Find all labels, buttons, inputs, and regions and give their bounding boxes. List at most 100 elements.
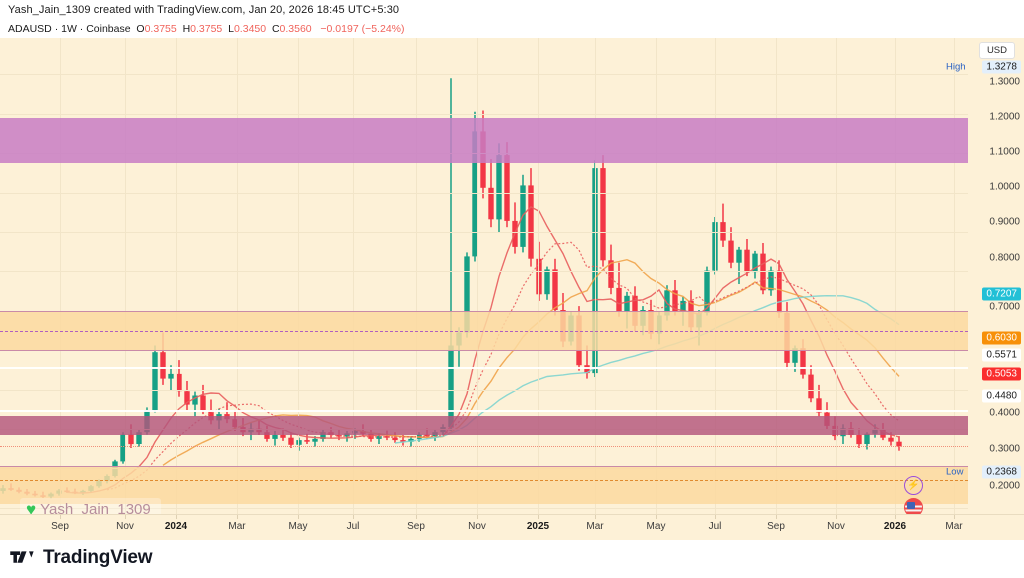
grid-line-h bbox=[0, 74, 968, 76]
time-axis-label: Jul bbox=[708, 521, 722, 532]
zone-edge-line bbox=[0, 350, 968, 352]
grid-line-v bbox=[776, 38, 777, 514]
lightning-bolt-glyph: ⚡ bbox=[907, 480, 920, 491]
symbol-label[interactable]: ADAUSD bbox=[8, 23, 52, 35]
time-tick bbox=[895, 515, 896, 519]
grid-line-v bbox=[538, 38, 539, 514]
time-axis-label: 2024 bbox=[164, 521, 188, 532]
mid-zone-orange bbox=[0, 310, 968, 351]
footer-bar: TradingView bbox=[0, 540, 1024, 578]
legend-separator-1: · bbox=[54, 23, 59, 35]
chart-plot-area[interactable]: ♥ Yash_Jain_1309 ⚡ bbox=[0, 38, 968, 514]
time-axis-label: Mar bbox=[945, 521, 963, 532]
time-tick bbox=[836, 515, 837, 519]
price-tick-label: 0.4480 bbox=[982, 389, 1021, 403]
support-zone-mauve bbox=[0, 416, 968, 435]
tradingview-wordmark: TradingView bbox=[43, 547, 153, 568]
grid-line-h bbox=[0, 389, 968, 391]
time-axis-label: Sep bbox=[407, 521, 425, 532]
grid-line-h bbox=[0, 507, 968, 509]
time-tick bbox=[298, 515, 299, 519]
lightning-bolt-icon[interactable]: ⚡ bbox=[904, 476, 923, 495]
time-tick bbox=[416, 515, 417, 519]
symbol-ohlc-legend: ADAUSD · 1W · Coinbase O0.3755 H0.3755 L… bbox=[8, 23, 405, 35]
change-percent: (−5.24%) bbox=[361, 23, 405, 35]
price-tick-label: 1.0000 bbox=[989, 181, 1020, 193]
creation-credit: Yash_Jain_1309 created with TradingView.… bbox=[8, 4, 400, 16]
time-axis-label: 2025 bbox=[526, 521, 550, 532]
price-tick-label: 0.9000 bbox=[989, 216, 1020, 228]
candlestick-series bbox=[0, 78, 902, 499]
time-axis-label: May bbox=[646, 521, 666, 532]
tradingview-mark-icon bbox=[10, 550, 34, 563]
grid-line-v bbox=[125, 38, 126, 514]
grid-line-v bbox=[176, 38, 177, 514]
price-tick-label: 0.8000 bbox=[989, 252, 1020, 264]
time-axis-label: Nov bbox=[468, 521, 486, 532]
grid-line-v bbox=[416, 38, 417, 514]
price-tick-label: 0.2000 bbox=[989, 480, 1020, 492]
grid-line-v bbox=[895, 38, 896, 514]
price-tick-label: 0.7000 bbox=[989, 301, 1020, 313]
price-tick-label: 0.4000 bbox=[989, 407, 1020, 419]
lower-zone-orange bbox=[0, 466, 968, 504]
time-axis-label: Nov bbox=[827, 521, 845, 532]
time-axis-label: Mar bbox=[228, 521, 246, 532]
price-tick-label: 1.1000 bbox=[989, 146, 1020, 158]
grid-line-v bbox=[656, 38, 657, 514]
high-value: 0.3755 bbox=[190, 23, 223, 35]
current-price-dotted bbox=[0, 446, 968, 448]
exchange-label[interactable]: Coinbase bbox=[86, 23, 131, 35]
time-tick bbox=[477, 515, 478, 519]
high-marker-tag: High bbox=[946, 61, 966, 73]
time-tick bbox=[176, 515, 177, 519]
price-tick-label: 0.5053 bbox=[982, 367, 1021, 381]
price-tick-label: 1.3000 bbox=[989, 76, 1020, 88]
reference-line-white bbox=[0, 410, 968, 413]
price-tick-label: 0.5571 bbox=[982, 348, 1021, 362]
time-axis-label: Sep bbox=[767, 521, 785, 532]
time-axis[interactable]: Sep Nov 2024 Mar May Jul Sep Nov 2025 Mar May Jul Se… bbox=[0, 514, 1024, 541]
price-tick-label: 1.2000 bbox=[989, 111, 1020, 123]
change-absolute: −0.0197 bbox=[320, 23, 359, 35]
price-tick-label: 0.6030 bbox=[982, 331, 1021, 345]
grid-line-v bbox=[477, 38, 478, 514]
interval-label[interactable]: 1W bbox=[61, 23, 77, 35]
time-axis-label: Nov bbox=[116, 521, 134, 532]
grid-line-v bbox=[60, 38, 61, 514]
grid-line-h bbox=[0, 192, 968, 194]
tradingview-logo[interactable]: TradingView bbox=[10, 547, 153, 569]
price-axis[interactable]: USD 1.3278 High 1.3000 1.2000 1.1000 1.0000 0.… bbox=[946, 38, 1024, 514]
price-tick-label: 1.3278 bbox=[982, 60, 1021, 74]
time-axis-label: May bbox=[288, 521, 308, 532]
resistance-zone-purple bbox=[0, 117, 968, 163]
grid-line-v bbox=[298, 38, 299, 514]
grid-line-v bbox=[836, 38, 837, 514]
us-flag-icon[interactable] bbox=[904, 498, 923, 514]
grid-line-v bbox=[595, 38, 596, 514]
time-tick bbox=[656, 515, 657, 519]
zone-edge-line bbox=[0, 310, 968, 312]
time-tick bbox=[237, 515, 238, 519]
time-tick bbox=[353, 515, 354, 519]
time-axis-label: Mar bbox=[586, 521, 604, 532]
grid-line-h bbox=[0, 113, 968, 115]
close-value: 0.3560 bbox=[279, 23, 312, 35]
grid-line-v bbox=[237, 38, 238, 514]
open-label: O bbox=[136, 23, 145, 35]
low-value: 0.3450 bbox=[233, 23, 267, 35]
low-marker-tag: Low bbox=[946, 466, 964, 478]
price-tick-label: 0.2368 bbox=[982, 465, 1021, 479]
legend-separator-2: · bbox=[79, 23, 84, 35]
time-tick bbox=[595, 515, 596, 519]
grid-line-h bbox=[0, 231, 968, 233]
high-label: H bbox=[182, 23, 191, 35]
time-axis-label: 2026 bbox=[883, 521, 907, 532]
lower-zone-dashed bbox=[0, 479, 968, 481]
time-axis-label: Jul bbox=[346, 521, 360, 532]
grid-line-v bbox=[954, 38, 955, 514]
close-label: C bbox=[271, 23, 280, 35]
currency-badge[interactable]: USD bbox=[978, 42, 1015, 59]
time-tick bbox=[125, 515, 126, 519]
